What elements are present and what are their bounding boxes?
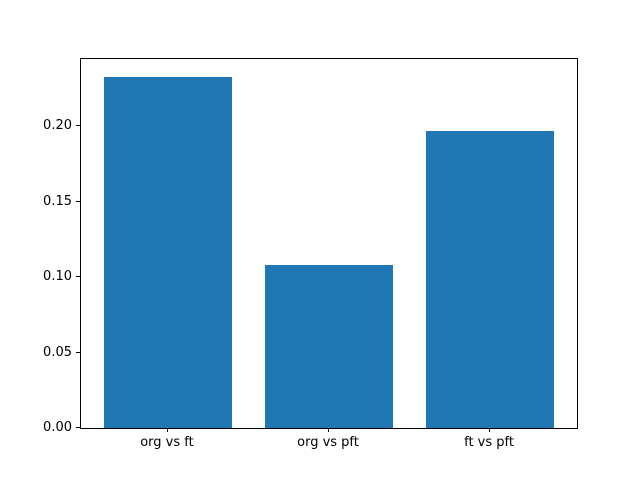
x-tick-mark [166,428,168,432]
y-tick-label: 0.05 [43,344,72,360]
x-tick-mark [328,428,329,432]
y-tick-mark [76,276,80,278]
x-tick-label-ft-vs-pft: ft vs pft [464,435,514,450]
bar-org-vs-ft [103,76,233,428]
y-tick-mark [76,200,80,202]
x-tick-label-org-vs-ft: org vs ft [140,435,194,450]
y-tick-label: 0.15 [43,193,72,209]
bar-org-vs-pft [264,265,394,428]
plot-area [80,58,578,429]
y-tick-label: 0.20 [43,118,72,134]
x-tick-mark [489,428,491,432]
y-tick-mark [76,427,80,428]
x-tick-label-org-vs-pft: org vs pft [297,435,359,450]
y-tick-label: 0.10 [43,269,72,285]
bar-ft-vs-pft [425,130,555,428]
y-tick-mark [76,351,80,353]
y-tick-label: 0.00 [43,420,72,435]
y-tick-mark [76,125,80,127]
